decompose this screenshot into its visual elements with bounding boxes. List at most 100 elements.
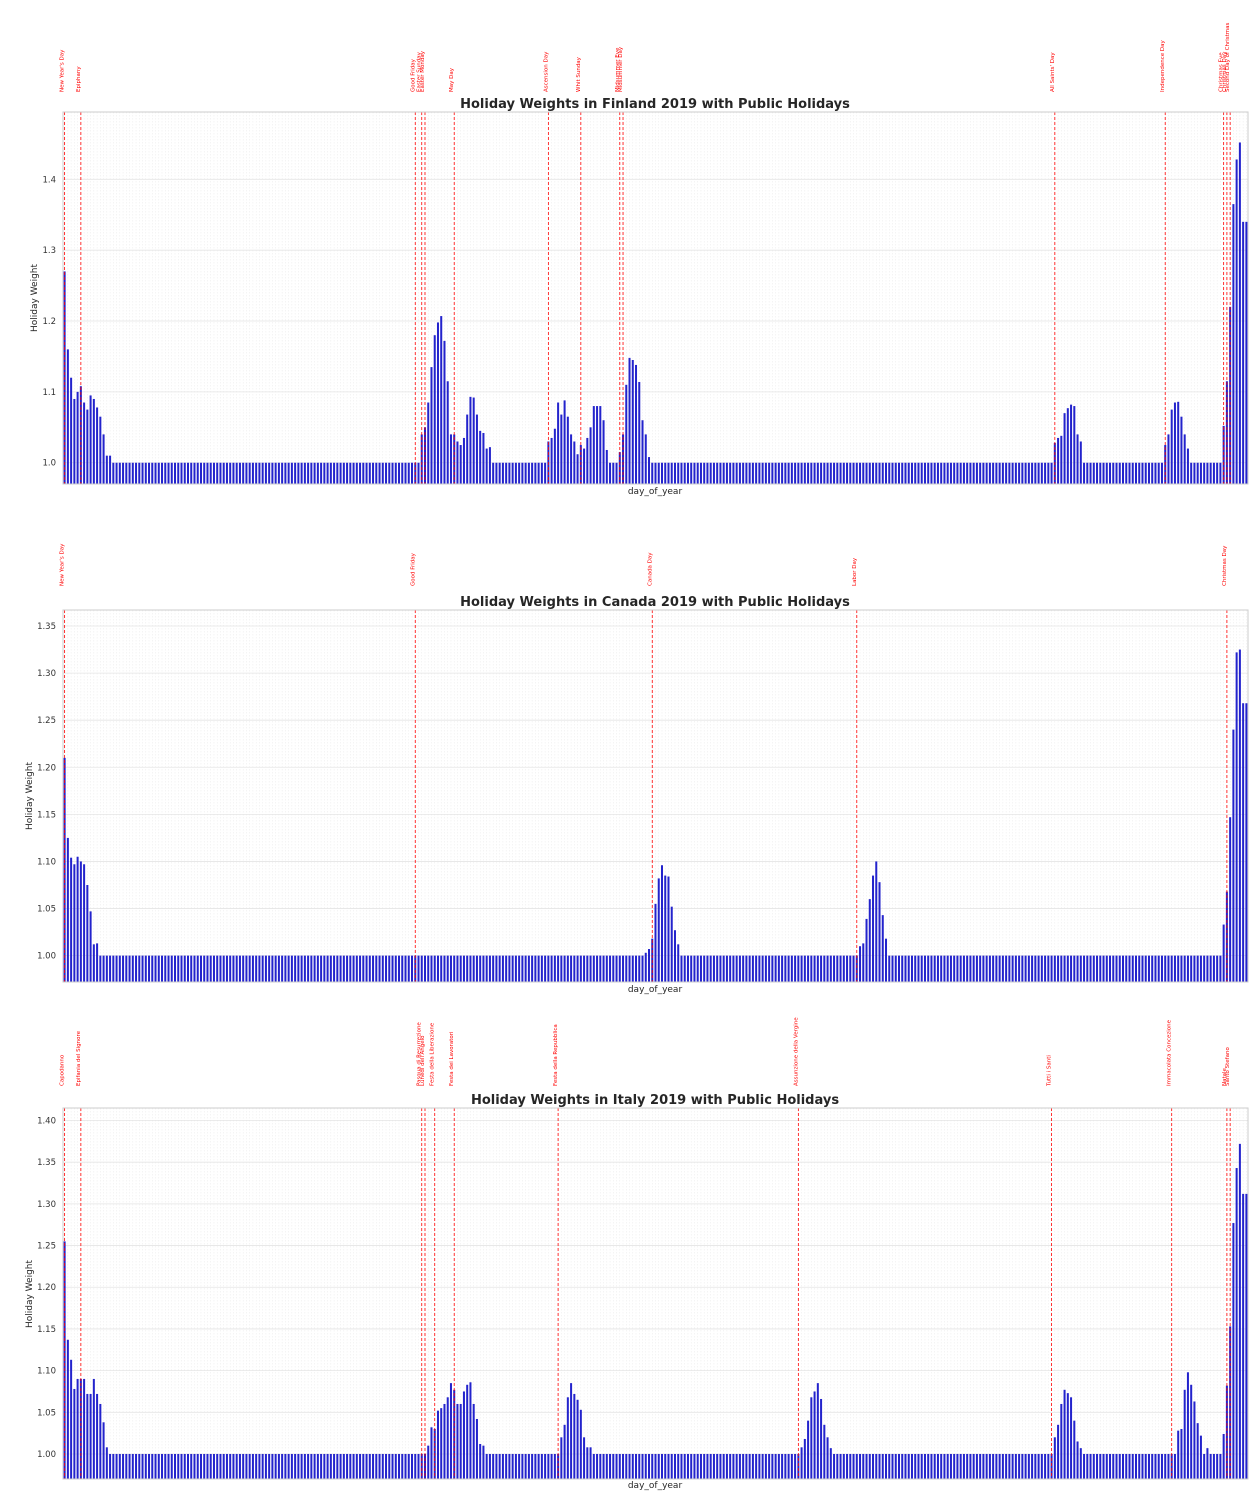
bar-day-341 [1167, 955, 1170, 982]
bar-day-111 [420, 1453, 423, 1479]
bar-day-38 [183, 1453, 186, 1479]
bar-day-141 [518, 955, 521, 982]
bar-day-253 [881, 462, 884, 484]
bar-day-67 [277, 462, 280, 484]
bar-day-338 [1157, 955, 1160, 982]
bar-day-221 [777, 1453, 780, 1479]
bar-day-258 [897, 1453, 900, 1479]
bar-day-228 [800, 462, 803, 484]
holiday-label: Epiphany [76, 66, 82, 92]
holiday-label: Santo Stefano [1225, 1047, 1231, 1086]
bar-day-219 [771, 462, 774, 484]
bar-day-129 [479, 955, 482, 982]
bar-day-186 [664, 875, 667, 982]
bar-day-159 [576, 1399, 579, 1479]
bar-day-248 [865, 1453, 868, 1479]
bar-day-339 [1160, 955, 1163, 982]
bar-day-13 [102, 955, 105, 982]
bar-day-338 [1157, 1453, 1160, 1479]
bar-day-13 [102, 434, 105, 484]
y-tick-label: 1.4 [42, 175, 56, 185]
bar-day-118 [443, 340, 446, 484]
y-tick-label: 1.15 [37, 810, 56, 820]
bar-day-49 [219, 462, 222, 484]
bar-day-249 [868, 1453, 871, 1479]
bar-day-352 [1203, 1453, 1206, 1479]
bar-day-111 [420, 955, 423, 982]
bar-day-265 [920, 955, 923, 982]
bar-day-64 [268, 1453, 271, 1479]
bar-day-95 [368, 955, 371, 982]
bar-day-107 [407, 1453, 410, 1479]
bar-day-263 [914, 1453, 917, 1479]
bar-day-337 [1154, 462, 1157, 484]
bar-day-276 [956, 955, 959, 982]
bar-day-79 [316, 955, 319, 982]
bar-day-268 [930, 955, 933, 982]
bar-day-210 [742, 955, 745, 982]
bar-day-143 [524, 1453, 527, 1479]
bar-day-193 [686, 955, 689, 982]
bar-day-115 [433, 335, 436, 484]
bar-day-8 [86, 884, 89, 982]
bar-day-90 [352, 955, 355, 982]
bar-day-162 [586, 1447, 589, 1479]
bar-day-330 [1131, 955, 1134, 982]
bar-day-135 [498, 1453, 501, 1479]
bar-day-313 [1076, 1441, 1079, 1479]
bar-day-287 [992, 462, 995, 484]
bar-day-120 [449, 1383, 452, 1479]
bar-day-14 [105, 1447, 108, 1479]
bar-day-233 [816, 1383, 819, 1479]
bar-day-304 [1047, 955, 1050, 982]
bar-day-119 [446, 1397, 449, 1479]
bar-day-23 [135, 955, 138, 982]
bar-day-192 [683, 955, 686, 982]
bar-day-360 [1229, 306, 1232, 484]
bar-day-93 [362, 462, 365, 484]
bar-day-294 [1014, 462, 1017, 484]
bar-day-354 [1209, 1453, 1212, 1479]
bar-day-152 [553, 955, 556, 982]
bar-day-262 [910, 955, 913, 982]
bar-day-224 [787, 955, 790, 982]
bar-day-237 [829, 1448, 832, 1479]
bar-day-16 [112, 462, 115, 484]
bar-day-340 [1164, 1453, 1167, 1479]
bar-day-186 [664, 462, 667, 484]
bar-day-344 [1177, 955, 1180, 982]
bar-day-160 [579, 955, 582, 982]
bar-day-135 [498, 955, 501, 982]
holiday-label: Capodanno [60, 1054, 66, 1086]
bar-day-267 [927, 1453, 930, 1479]
bar-day-53 [232, 955, 235, 982]
bar-day-141 [518, 1453, 521, 1479]
bar-day-100 [385, 1453, 388, 1479]
bar-day-112 [423, 1453, 426, 1479]
bar-day-245 [855, 1453, 858, 1479]
bar-day-146 [534, 1453, 537, 1479]
bar-day-25 [141, 1453, 144, 1479]
bar-day-266 [923, 462, 926, 484]
bar-day-11 [96, 407, 99, 484]
bar-day-112 [423, 955, 426, 982]
bar-day-312 [1073, 955, 1076, 982]
bar-day-32 [164, 955, 167, 982]
bar-day-344 [1177, 1430, 1180, 1479]
bar-day-269 [933, 955, 936, 982]
bar-day-155 [563, 400, 566, 484]
bar-day-143 [524, 955, 527, 982]
bar-day-31 [161, 1453, 164, 1479]
bar-day-333 [1141, 955, 1144, 982]
bar-day-264 [917, 462, 920, 484]
bar-day-330 [1131, 1453, 1134, 1479]
bar-day-148 [540, 955, 543, 982]
bar-day-112 [423, 427, 426, 484]
bar-day-71 [290, 955, 293, 982]
bar-day-102 [391, 1453, 394, 1479]
bar-day-106 [404, 955, 407, 982]
bar-day-161 [583, 1437, 586, 1479]
bar-day-301 [1037, 462, 1040, 484]
bar-day-297 [1024, 462, 1027, 484]
bar-day-142 [521, 462, 524, 484]
